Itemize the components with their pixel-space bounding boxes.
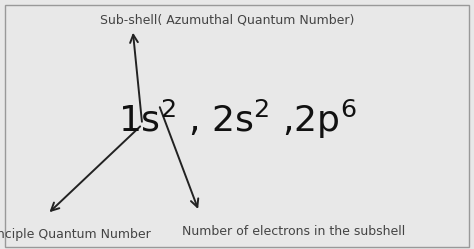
Text: $\mathregular{1s^2}$ , $\mathregular{2s^2}$ ,$\mathregular{2p^6}$: $\mathregular{1s^2}$ , $\mathregular{2s^… [118,98,356,141]
Text: Number of electrons in the subshell: Number of electrons in the subshell [182,225,405,238]
Text: Sub-shell( Azumuthal Quantum Number): Sub-shell( Azumuthal Quantum Number) [100,13,355,26]
Text: Principle Quantum Number: Principle Quantum Number [0,228,151,241]
